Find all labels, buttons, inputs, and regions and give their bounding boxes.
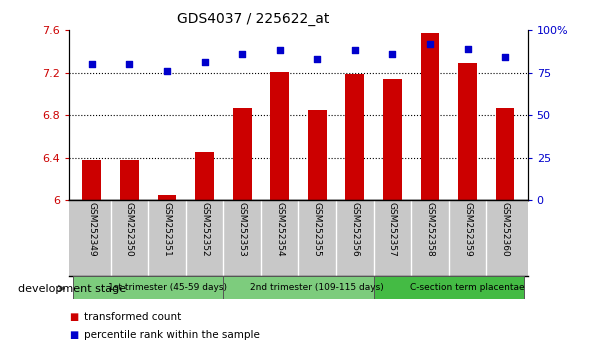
Bar (383, 79, 402, 200)
Bar (308, 110, 327, 200)
Bar (496, 108, 514, 200)
Point (500, 55, 510, 60)
Point (388, 51, 397, 57)
Point (425, 41, 435, 46)
Point (200, 59, 209, 65)
Text: GSM252350: GSM252350 (125, 202, 134, 257)
Text: GSM252357: GSM252357 (388, 202, 397, 257)
Point (125, 61, 134, 67)
Text: GSM252354: GSM252354 (275, 202, 284, 257)
Point (463, 46, 472, 52)
Text: C-section term placentae: C-section term placentae (410, 283, 525, 292)
Bar (233, 108, 251, 200)
Text: transformed count: transformed count (84, 312, 182, 322)
Bar (270, 72, 289, 200)
Bar (458, 63, 477, 200)
Text: GSM252359: GSM252359 (463, 202, 472, 257)
Bar (73, 276, 223, 299)
Text: GSM252351: GSM252351 (163, 202, 171, 257)
Text: GDS4037 / 225622_at: GDS4037 / 225622_at (177, 12, 329, 27)
Bar (83, 160, 101, 200)
Text: percentile rank within the sample: percentile rank within the sample (84, 330, 260, 339)
Bar (157, 195, 177, 200)
Text: 2nd trimester (109-115 days): 2nd trimester (109-115 days) (250, 283, 384, 292)
Text: GSM252355: GSM252355 (313, 202, 322, 257)
Text: GSM252358: GSM252358 (426, 202, 434, 257)
Point (275, 48, 285, 53)
Bar (223, 276, 374, 299)
Text: GSM252356: GSM252356 (350, 202, 359, 257)
Text: development stage: development stage (18, 284, 126, 293)
Bar (195, 152, 214, 200)
Bar (120, 160, 139, 200)
Bar (374, 276, 524, 299)
Text: GSM252349: GSM252349 (87, 202, 96, 257)
Text: GSM252353: GSM252353 (238, 202, 247, 257)
Bar (420, 33, 440, 200)
Text: GSM252360: GSM252360 (500, 202, 510, 257)
Point (350, 48, 359, 53)
Text: GSM252352: GSM252352 (200, 202, 209, 257)
Point (87, 61, 96, 67)
Point (162, 68, 172, 74)
Text: ■: ■ (69, 330, 78, 339)
Point (238, 51, 247, 57)
Text: ■: ■ (69, 312, 78, 322)
Text: 1st trimester (45-59 days): 1st trimester (45-59 days) (107, 283, 227, 292)
Point (312, 56, 322, 62)
Bar (346, 74, 364, 200)
